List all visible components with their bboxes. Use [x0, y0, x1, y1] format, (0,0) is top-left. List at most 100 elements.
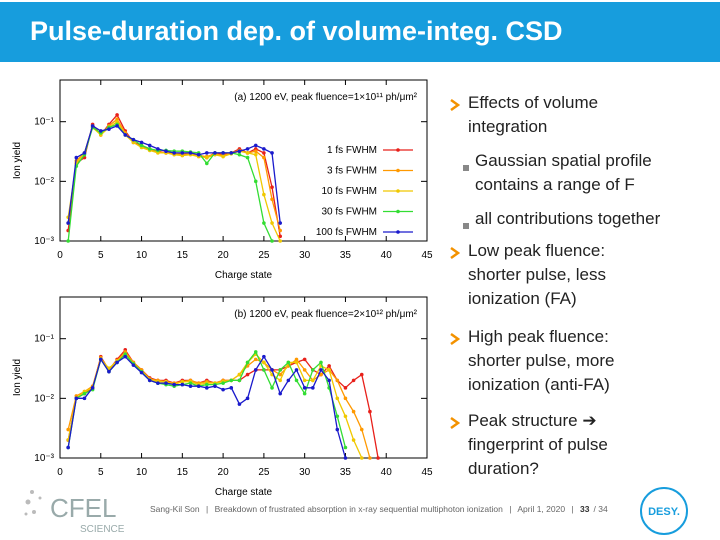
data-point — [180, 379, 185, 384]
data-point — [302, 378, 307, 383]
legend-label: 30 fs FWHM — [321, 207, 377, 218]
bullet-line: integration — [468, 117, 548, 136]
logo-text: CFEL — [50, 493, 116, 523]
data-point — [294, 378, 299, 383]
data-point — [278, 234, 283, 239]
data-point — [270, 185, 274, 189]
data-point — [245, 147, 250, 151]
bullet-line: Low peak fluence: — [468, 241, 606, 260]
legend-label: 10 fs FWHM — [321, 186, 377, 197]
data-point — [90, 124, 95, 128]
data-point — [294, 357, 299, 362]
legend-label: 1 fs FWHM — [327, 145, 377, 156]
data-point — [278, 368, 283, 372]
data-point — [294, 360, 299, 365]
data-point — [115, 119, 119, 124]
data-point — [262, 192, 266, 197]
data-point — [123, 352, 128, 356]
data-point — [82, 151, 87, 155]
footer-date: April 1, 2020 — [517, 504, 566, 514]
data-point — [107, 369, 111, 374]
data-point — [270, 151, 274, 155]
data-point — [270, 386, 274, 390]
data-point — [270, 221, 274, 225]
bullet-line: Peak structure ➔ — [468, 411, 597, 430]
data-point — [237, 372, 242, 377]
data-point — [188, 384, 193, 388]
data-point — [196, 152, 201, 157]
x-axis-label: Charge state — [215, 487, 273, 498]
x-tick-label: 25 — [258, 250, 270, 261]
plot-frame — [59, 79, 428, 242]
data-point — [262, 354, 266, 359]
logo-text: DESY. — [648, 506, 680, 518]
x-tick-label: 25 — [258, 467, 270, 478]
series-line — [67, 120, 281, 242]
data-point — [278, 221, 283, 225]
data-point — [115, 360, 119, 365]
data-point — [123, 133, 128, 137]
data-point — [253, 350, 258, 354]
data-point — [245, 155, 250, 160]
data-point — [221, 151, 225, 155]
data-point — [66, 427, 70, 432]
chevron — [450, 416, 461, 430]
bullet-marker — [463, 158, 469, 176]
data-point — [107, 366, 111, 371]
desy-logo: DESY. — [640, 487, 688, 535]
series-line — [67, 124, 281, 224]
square — [463, 223, 469, 229]
data-point — [205, 386, 209, 390]
x-tick-label: 15 — [177, 250, 189, 261]
footer-talk: Breakdown of frustrated absorption in x-… — [214, 504, 503, 514]
data-point — [335, 427, 340, 432]
charts: 10⁻³ 10⁻² 10⁻¹ 0 5 10 15 20 25 30 35 40 45 (a) 1200 e… — [12, 79, 433, 498]
x-tick-label: 20 — [218, 250, 230, 261]
data-point — [74, 396, 79, 401]
data-point — [359, 427, 364, 432]
y-tick-label: 10⁻¹ — [34, 117, 54, 128]
chevron — [450, 246, 461, 260]
data-point — [229, 151, 234, 155]
data-point — [205, 155, 209, 160]
data-point — [245, 372, 250, 377]
cfel-logo: CFEL SCIENCE — [24, 490, 125, 535]
data-point — [180, 382, 185, 387]
data-point — [294, 368, 299, 372]
data-point — [147, 378, 152, 383]
footer-sep: | — [206, 504, 209, 514]
data-point — [278, 228, 283, 233]
data-point — [98, 129, 103, 133]
footer-sep: | — [509, 504, 512, 514]
x-tick-label: 15 — [177, 467, 189, 478]
data-point — [278, 372, 283, 377]
data-point — [245, 396, 250, 401]
x-tick-label: 5 — [98, 467, 104, 478]
data-point — [229, 386, 234, 390]
x-tick-label: 40 — [381, 250, 393, 261]
data-point — [376, 456, 380, 460]
bullet-marker — [450, 98, 461, 116]
data-point — [351, 438, 356, 442]
data-point — [262, 221, 266, 225]
data-point — [302, 391, 307, 396]
data-point — [180, 153, 185, 158]
x-axis-label: Charge state — [215, 270, 273, 281]
chevron — [450, 98, 461, 112]
data-point — [237, 152, 242, 157]
data-point — [115, 113, 119, 117]
logo-dots — [24, 490, 42, 516]
bullet-line: shorter pulse, less — [468, 265, 606, 284]
data-point — [245, 360, 250, 365]
data-point — [278, 378, 283, 383]
bullet-marker — [450, 332, 461, 350]
data-point — [311, 378, 315, 383]
plot-frame — [59, 296, 428, 459]
bullet-line: shorter pulse, more — [468, 351, 615, 370]
chart-title: (b) 1200 eV, peak fluence=2×10¹² ph/μm² — [234, 309, 417, 320]
data-point — [90, 386, 95, 390]
data-point — [221, 387, 225, 392]
data-point — [139, 370, 144, 375]
data-point — [253, 143, 258, 148]
chevron — [450, 332, 461, 346]
